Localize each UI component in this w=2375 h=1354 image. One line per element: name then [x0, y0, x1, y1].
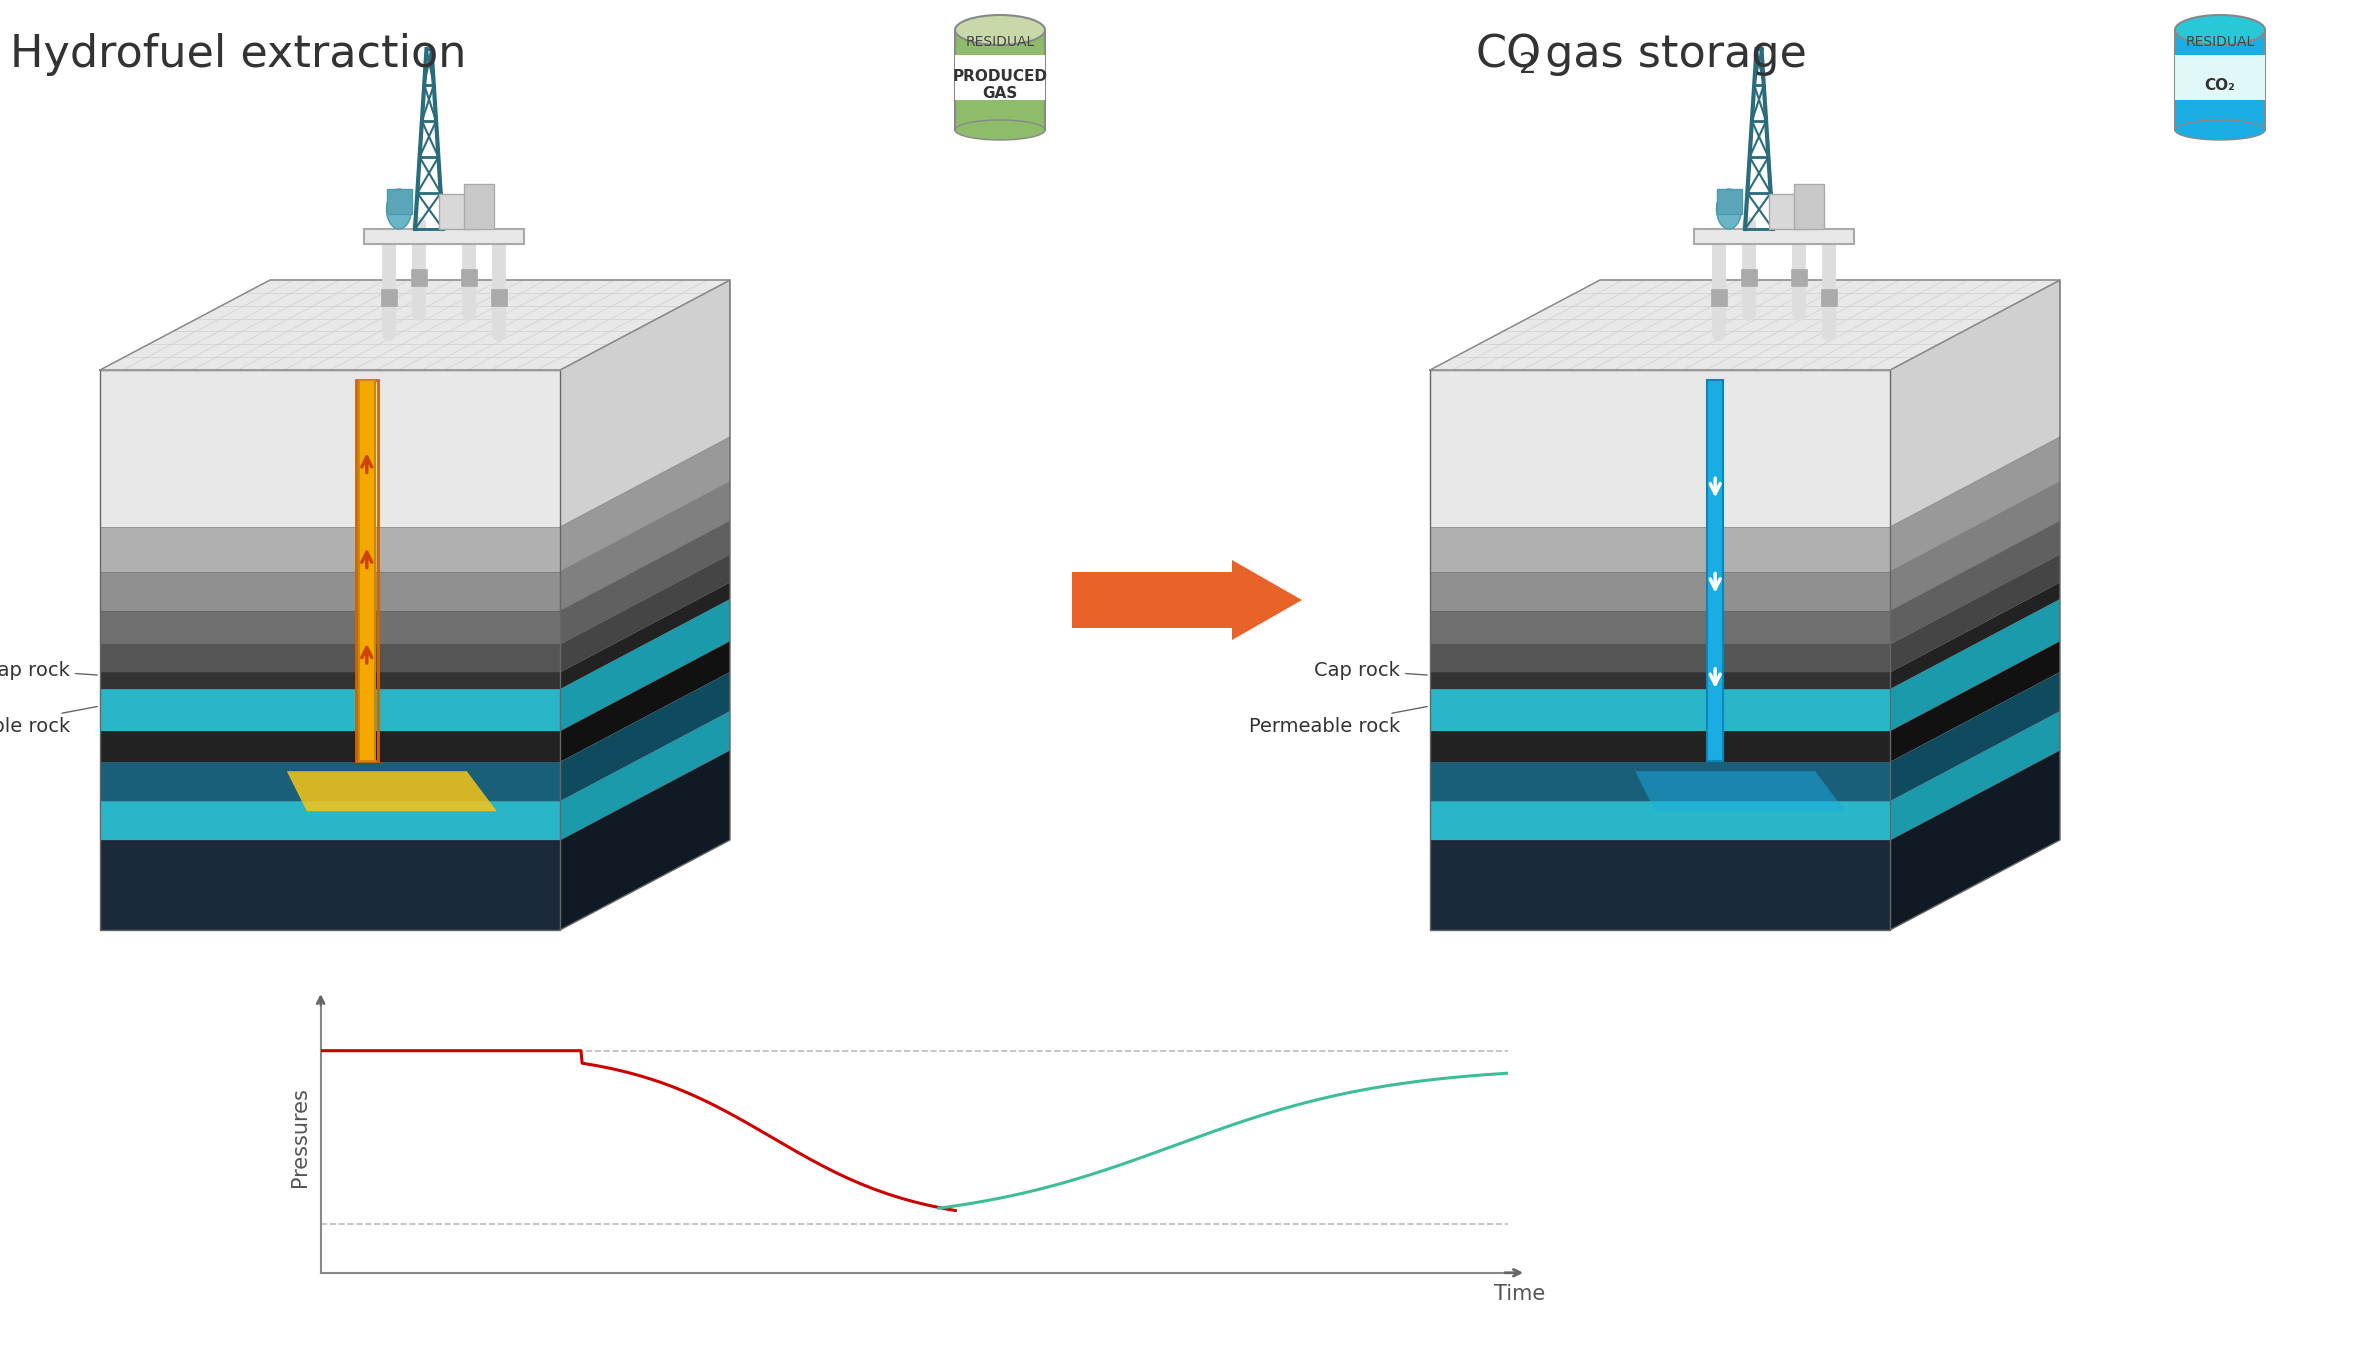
Text: CO: CO: [1475, 34, 1541, 76]
Polygon shape: [1430, 645, 1891, 673]
Text: CO₂: CO₂: [2204, 77, 2235, 92]
Polygon shape: [560, 554, 729, 673]
Polygon shape: [100, 611, 560, 645]
Polygon shape: [100, 280, 729, 370]
Text: RESIDUAL: RESIDUAL: [964, 35, 1036, 49]
Polygon shape: [1430, 802, 1891, 841]
Polygon shape: [1430, 280, 2059, 370]
Ellipse shape: [2176, 121, 2266, 139]
Polygon shape: [100, 802, 560, 841]
Text: gas storage: gas storage: [1532, 34, 1807, 76]
Bar: [356, 380, 378, 761]
Text: Time: Time: [1494, 1284, 1546, 1304]
Polygon shape: [560, 280, 729, 527]
Polygon shape: [100, 689, 560, 731]
FancyArrow shape: [1071, 561, 1302, 640]
Text: Permeable rock: Permeable rock: [0, 707, 97, 735]
Polygon shape: [1430, 762, 1891, 802]
Ellipse shape: [387, 190, 411, 229]
Polygon shape: [1890, 711, 2059, 841]
Ellipse shape: [955, 15, 1045, 45]
Text: Cap rock: Cap rock: [1313, 661, 1427, 680]
Bar: [955, 30, 1045, 130]
Polygon shape: [1890, 642, 2059, 762]
Polygon shape: [1890, 582, 2059, 689]
Bar: [439, 194, 480, 229]
Polygon shape: [1430, 611, 1891, 645]
Bar: [955, 56, 1045, 100]
Polygon shape: [1890, 672, 2059, 802]
Bar: [2176, 56, 2266, 100]
Polygon shape: [560, 642, 729, 762]
Polygon shape: [1890, 280, 2059, 527]
Polygon shape: [100, 841, 560, 930]
Text: PRODUCED
GAS: PRODUCED GAS: [952, 69, 1047, 102]
Bar: [1708, 380, 1724, 761]
Polygon shape: [100, 762, 560, 802]
Ellipse shape: [955, 121, 1045, 139]
Polygon shape: [1890, 554, 2059, 673]
Polygon shape: [1890, 482, 2059, 611]
Bar: [1793, 184, 1824, 229]
Polygon shape: [1430, 673, 1891, 689]
Bar: [1769, 194, 1810, 229]
Polygon shape: [1430, 527, 1891, 571]
Polygon shape: [287, 772, 496, 811]
Ellipse shape: [2176, 15, 2266, 45]
Polygon shape: [1890, 437, 2059, 571]
Polygon shape: [560, 437, 729, 571]
Polygon shape: [100, 571, 560, 611]
Polygon shape: [560, 521, 729, 645]
Bar: [2176, 30, 2266, 130]
Polygon shape: [560, 711, 729, 841]
Polygon shape: [363, 229, 525, 244]
Text: 2: 2: [1520, 51, 1537, 79]
Polygon shape: [560, 482, 729, 611]
Polygon shape: [100, 370, 560, 527]
Polygon shape: [100, 527, 560, 571]
Text: RESIDUAL: RESIDUAL: [2185, 35, 2254, 49]
Ellipse shape: [1717, 190, 1741, 229]
Polygon shape: [100, 673, 560, 689]
Polygon shape: [1890, 750, 2059, 930]
Polygon shape: [1430, 370, 1891, 527]
Polygon shape: [1693, 229, 1855, 244]
Polygon shape: [560, 582, 729, 689]
Polygon shape: [560, 600, 729, 731]
Y-axis label: Pressures: Pressures: [290, 1087, 309, 1187]
Polygon shape: [1430, 571, 1891, 611]
Polygon shape: [1890, 600, 2059, 731]
Bar: [463, 184, 494, 229]
Bar: [359, 380, 375, 761]
Bar: [387, 190, 411, 214]
Text: Hydrofuel extraction: Hydrofuel extraction: [10, 34, 466, 76]
Polygon shape: [560, 672, 729, 802]
Polygon shape: [1890, 521, 2059, 645]
Polygon shape: [1430, 841, 1891, 930]
Polygon shape: [100, 731, 560, 762]
Polygon shape: [100, 645, 560, 673]
Bar: [1717, 190, 1741, 214]
Polygon shape: [1636, 772, 1845, 811]
Polygon shape: [560, 750, 729, 930]
Text: Permeable rock: Permeable rock: [1249, 707, 1427, 735]
Text: Cap rock: Cap rock: [0, 661, 97, 680]
Polygon shape: [1430, 731, 1891, 762]
Polygon shape: [1430, 689, 1891, 731]
